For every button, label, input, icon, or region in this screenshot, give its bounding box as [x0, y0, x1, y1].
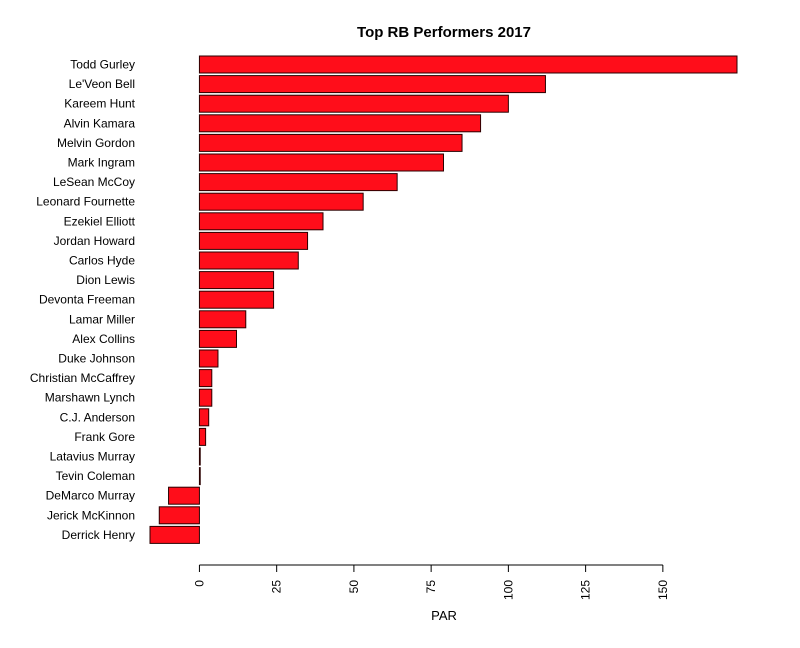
bar — [198, 408, 210, 427]
category-label: Jordan Howard — [54, 234, 135, 248]
category-label: Mark Ingram — [68, 156, 135, 170]
category-label: Dion Lewis — [76, 273, 135, 287]
bars-group — [149, 55, 738, 544]
x-tick-label: 25 — [270, 580, 284, 594]
bar — [198, 173, 398, 192]
x-axis: 0 25 50 75 100 125 150 — [192, 564, 670, 600]
category-label: Alvin Kamara — [64, 116, 136, 130]
bar — [198, 447, 201, 466]
bar — [198, 231, 309, 250]
category-label: DeMarco Murray — [46, 489, 135, 503]
bar — [198, 251, 299, 270]
category-label: LeSean McCoy — [53, 175, 135, 189]
bar — [198, 290, 275, 309]
bar — [198, 310, 247, 329]
category-label: Ezekiel Elliott — [64, 214, 136, 228]
bar — [198, 467, 201, 486]
bar — [168, 486, 200, 505]
bar — [198, 388, 213, 407]
x-tick-label: 50 — [347, 580, 361, 594]
bar — [198, 212, 324, 231]
category-label: Jerick McKinnon — [47, 508, 135, 522]
chart-title: Top RB Performers 2017 — [357, 24, 531, 41]
category-label: Christian McCaffrey — [30, 371, 135, 385]
bar — [198, 133, 463, 152]
category-label: Lamar Miller — [69, 312, 135, 326]
bar — [149, 525, 200, 544]
category-label: Frank Gore — [74, 430, 135, 444]
bar — [198, 427, 207, 446]
x-tick-label: 100 — [501, 580, 515, 600]
x-axis-title: PAR — [431, 608, 457, 623]
bar — [198, 114, 482, 133]
category-label: Leonard Fournette — [36, 195, 135, 209]
x-tick-label: 0 — [192, 580, 206, 587]
category-label: Latavius Murray — [50, 450, 135, 464]
bar — [198, 153, 444, 172]
category-label: Le'Veon Bell — [69, 77, 135, 91]
category-label: Carlos Hyde — [69, 254, 135, 268]
category-label: C.J. Anderson — [60, 410, 135, 424]
category-label: Marshawn Lynch — [45, 391, 135, 405]
bar — [198, 349, 219, 368]
category-labels: Todd Gurley Le'Veon Bell Kareem Hunt Alvin … — [30, 58, 136, 542]
bar — [158, 506, 200, 525]
bar — [198, 329, 237, 348]
bar — [198, 75, 546, 94]
bar — [198, 94, 509, 113]
category-label: Kareem Hunt — [64, 97, 135, 111]
bar — [198, 55, 738, 74]
category-label: Melvin Gordon — [57, 136, 135, 150]
x-tick-label: 150 — [656, 580, 670, 600]
category-label: Alex Collins — [72, 332, 135, 346]
category-label: Todd Gurley — [70, 58, 135, 72]
category-label: Derrick Henry — [62, 528, 135, 542]
x-tick-label: 125 — [579, 580, 593, 600]
category-label: Devonta Freeman — [39, 293, 135, 307]
bar — [198, 271, 275, 290]
category-label: Duke Johnson — [58, 352, 135, 366]
bar — [198, 369, 213, 388]
bar — [198, 192, 364, 211]
x-tick-label: 75 — [424, 580, 438, 594]
category-label: Tevin Coleman — [56, 469, 135, 483]
